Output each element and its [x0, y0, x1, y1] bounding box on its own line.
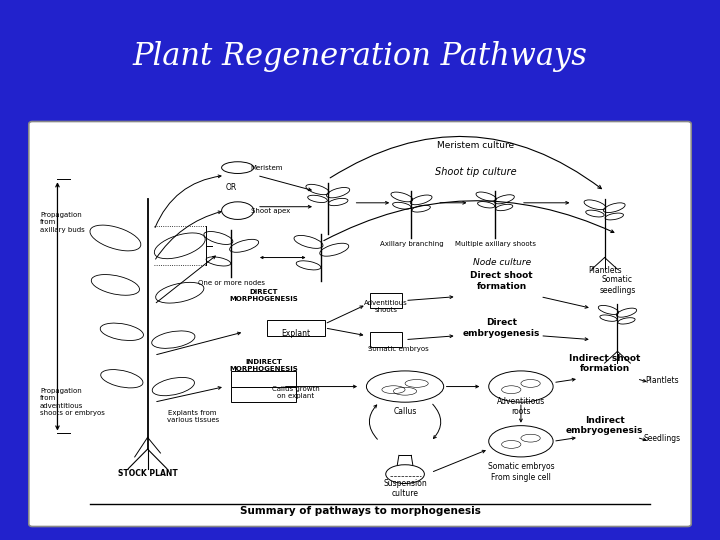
Text: Somatic
seedlings: Somatic seedlings [599, 275, 636, 295]
Bar [266, 320, 325, 336]
Bar [231, 371, 296, 387]
Text: Callus growth
on explant: Callus growth on explant [271, 386, 320, 399]
Text: Plant Regeneration Pathways: Plant Regeneration Pathways [132, 41, 588, 72]
Text: Meristem: Meristem [251, 165, 283, 171]
Text: INDIRECT
MORPHOGENESIS: INDIRECT MORPHOGENESIS [229, 359, 298, 372]
Text: Somatic embryos: Somatic embryos [368, 346, 429, 353]
Text: DIRECT
MORPHOGENESIS: DIRECT MORPHOGENESIS [229, 288, 298, 301]
Text: Multiple axillary shoots: Multiple axillary shoots [454, 241, 536, 247]
Text: Propagation
from
adventitious
shoots or embryos: Propagation from adventitious shoots or … [40, 388, 105, 416]
Text: From single cell: From single cell [491, 474, 551, 482]
Text: Plantlets: Plantlets [646, 376, 680, 384]
Text: Indirect shoot
formation: Indirect shoot formation [569, 354, 640, 373]
Text: Seedlings: Seedlings [644, 434, 681, 443]
Text: Explant: Explant [281, 329, 310, 338]
Text: Suspension
culture: Suspension culture [383, 478, 427, 498]
Bar [369, 332, 402, 347]
Text: Summary of pathways to morphogenesis: Summary of pathways to morphogenesis [240, 505, 480, 516]
Text: Somatic embryos: Somatic embryos [487, 462, 554, 471]
Text: Node culture: Node culture [472, 258, 531, 267]
Text: Adventitious
roots: Adventitious roots [497, 396, 545, 416]
Text: Direct
embryogenesis: Direct embryogenesis [463, 318, 540, 338]
Text: One or more nodes: One or more nodes [198, 280, 265, 286]
Text: Axillary branching: Axillary branching [379, 241, 444, 247]
Text: Adventitious
shoots: Adventitious shoots [364, 300, 408, 313]
Text: Shoot tip culture: Shoot tip culture [435, 167, 517, 178]
Text: Direct shoot
formation: Direct shoot formation [470, 272, 533, 291]
Text: STOCK PLANT: STOCK PLANT [117, 469, 177, 478]
Text: Meristem culture: Meristem culture [437, 141, 514, 150]
Text: Propagation
from
axillary buds: Propagation from axillary buds [40, 212, 85, 233]
Bar [369, 293, 402, 308]
Text: Explants from
various tissues: Explants from various tissues [166, 410, 219, 423]
Text: Indirect
embryogenesis: Indirect embryogenesis [566, 416, 643, 435]
Text: Plantlets: Plantlets [588, 266, 621, 275]
Text: Shoot apex: Shoot apex [251, 207, 290, 214]
Text: OR: OR [225, 183, 237, 192]
Text: Callus: Callus [393, 407, 417, 416]
Bar [231, 387, 296, 402]
